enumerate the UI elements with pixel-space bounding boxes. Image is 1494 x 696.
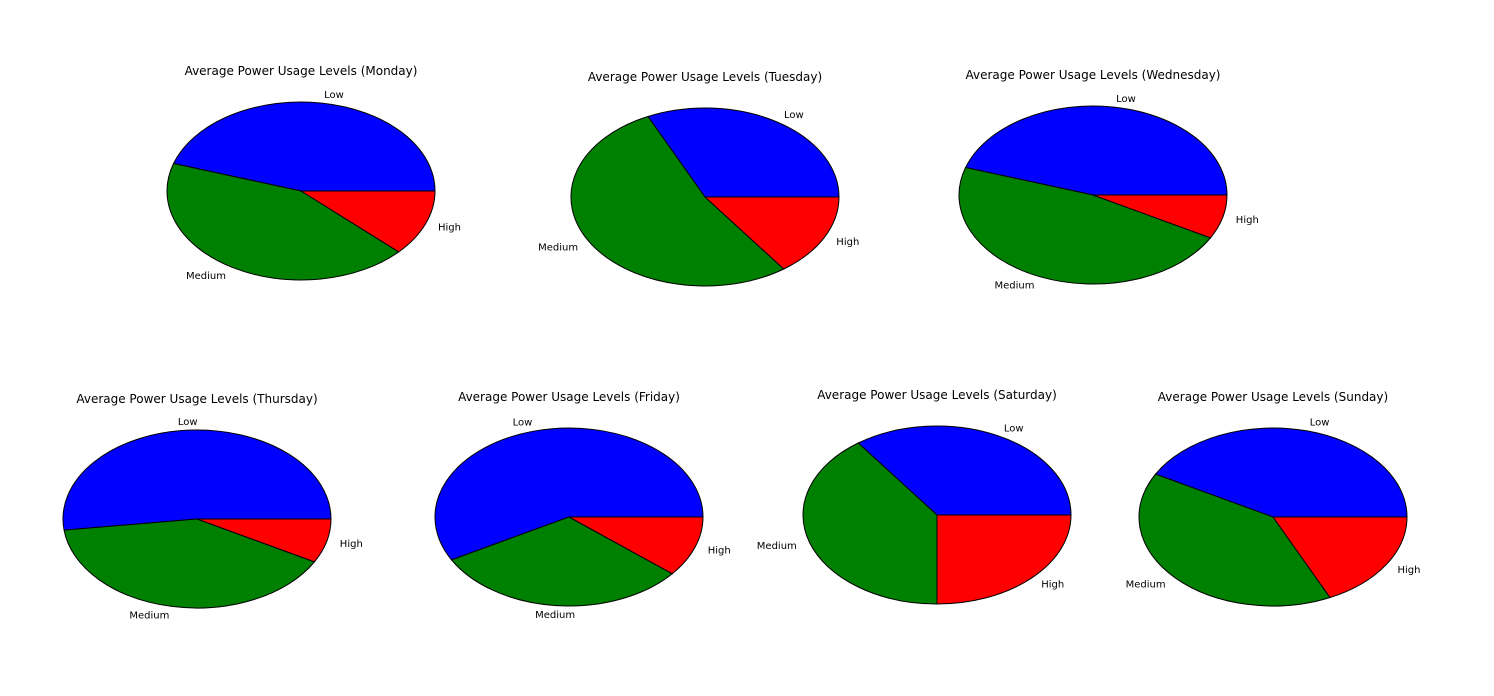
pie-slice-monday-low <box>172 101 436 192</box>
slice-label-thursday-low: Low <box>178 417 198 428</box>
pie-chart-wednesday: Low Medium High Average Power Usage Levels … <box>958 68 1259 291</box>
slice-label-friday-high: High <box>708 546 731 557</box>
pie-slice-tuesday-medium <box>570 115 785 287</box>
pie-slice-saturday-low <box>857 425 1072 516</box>
slice-label-friday-low: Low <box>513 418 533 429</box>
slice-label-saturday-low: Low <box>1004 423 1024 434</box>
pie-slice-monday-medium <box>166 162 400 281</box>
slice-label-sunday-medium: Medium <box>1126 580 1166 591</box>
slice-label-saturday-medium: Medium <box>757 541 797 552</box>
pie-slice-saturday-high <box>936 514 1072 605</box>
slice-label-wednesday-medium: Medium <box>995 280 1035 291</box>
pie-slice-wednesday-high <box>1092 194 1228 239</box>
slice-label-sunday-high: High <box>1398 565 1421 576</box>
slice-label-sunday-low: Low <box>1310 418 1330 429</box>
pie-slice-saturday-medium <box>802 442 938 605</box>
pie-chart-tuesday: Low Medium High Average Power Usage Levels … <box>538 70 859 287</box>
slice-label-monday-low: Low <box>324 90 344 101</box>
slice-label-wednesday-low: Low <box>1116 94 1136 105</box>
pie-chart-monday: Low Medium High Average Power Usage Levels … <box>166 64 461 282</box>
pie-slice-wednesday-low <box>964 105 1228 196</box>
pie-slice-friday-medium <box>450 516 674 607</box>
slice-label-monday-high: High <box>438 223 461 234</box>
chart-title-saturday: Average Power Usage Levels (Saturday) <box>817 388 1057 402</box>
slice-label-thursday-medium: Medium <box>129 611 169 622</box>
pie-slice-monday-high <box>299 190 436 253</box>
pie-chart-saturday: Low Medium High Average Power Usage Levels … <box>757 388 1072 605</box>
chart-title-tuesday: Average Power Usage Levels (Tuesday) <box>588 70 822 84</box>
slice-label-monday-medium: Medium <box>186 271 226 282</box>
slice-label-tuesday-high: High <box>836 237 859 248</box>
pie-slice-sunday-medium <box>1138 473 1331 607</box>
pie-chart-thursday: Low Medium High Average Power Usage Levels … <box>62 392 363 622</box>
chart-title-friday: Average Power Usage Levels (Friday) <box>458 390 680 404</box>
chart-title-wednesday: Average Power Usage Levels (Wednesday) <box>966 68 1221 82</box>
pie-slice-friday-low <box>434 427 704 561</box>
pie-slice-sunday-low <box>1154 427 1408 518</box>
slice-label-thursday-high: High <box>340 539 363 550</box>
pie-slice-tuesday-high <box>703 196 840 270</box>
pie-slice-tuesday-low <box>647 107 840 198</box>
chart-title-thursday: Average Power Usage Levels (Thursday) <box>76 392 317 406</box>
pie-slice-thursday-high <box>196 518 332 563</box>
slice-label-friday-medium: Medium <box>535 610 575 621</box>
pie-chart-friday: Low Medium High Average Power Usage Levels … <box>434 390 731 621</box>
chart-title-sunday: Average Power Usage Levels (Sunday) <box>1158 390 1388 404</box>
slice-label-saturday-high: High <box>1041 580 1064 591</box>
slice-label-tuesday-low: Low <box>784 110 804 121</box>
pie-slice-friday-high <box>568 516 704 575</box>
pie-slice-thursday-low <box>62 429 332 531</box>
pie-slice-thursday-medium <box>63 518 316 609</box>
pie-slice-wednesday-medium <box>958 166 1212 285</box>
pie-slice-sunday-high <box>1272 516 1408 599</box>
slice-label-wednesday-high: High <box>1236 215 1259 226</box>
pie-chart-sunday: Low Medium High Average Power Usage Levels … <box>1126 390 1421 607</box>
chart-title-monday: Average Power Usage Levels (Monday) <box>185 64 418 78</box>
slice-label-tuesday-medium: Medium <box>538 242 578 253</box>
